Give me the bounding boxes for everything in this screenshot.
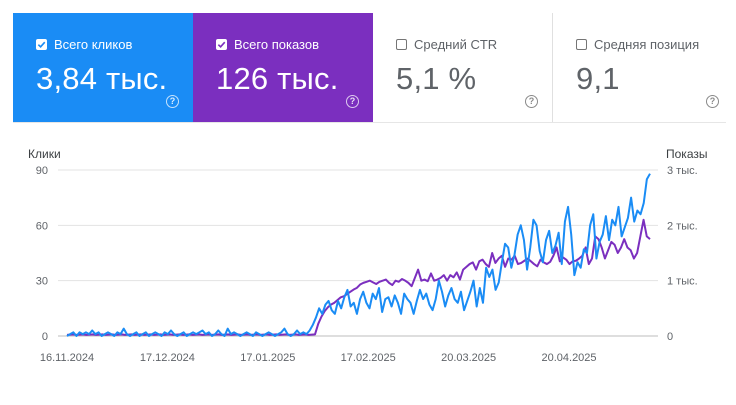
x-tick-label: 17.01.2025 <box>240 352 295 364</box>
help-icon[interactable]: ? <box>166 95 179 108</box>
average-position-label: Средняя позиция <box>594 37 700 52</box>
right-tick-label: 0 <box>667 331 673 343</box>
x-tick-label: 16.11.2024 <box>40 352 94 364</box>
right-axis-ticks: 3 тыс. 2 тыс. 1 тыс. 0 <box>667 165 698 343</box>
total-clicks-card[interactable]: Всего кликов 3,84 тыс. ? <box>13 13 193 122</box>
right-tick-label: 2 тыс. <box>667 220 698 232</box>
right-tick-label: 3 тыс. <box>667 165 698 177</box>
impressions-series-line <box>66 218 651 336</box>
help-icon[interactable]: ? <box>525 95 538 108</box>
total-impressions-label: Всего показов <box>234 37 319 52</box>
metric-cards: Всего кликов 3,84 тыс. ? Всего показов 1… <box>13 13 733 122</box>
checkbox-checked-icon[interactable] <box>36 39 47 50</box>
average-position-card[interactable]: Средняя позиция 9,1 ? <box>553 13 733 122</box>
checkbox-checked-icon[interactable] <box>216 39 227 50</box>
average-ctr-label-row: Средний CTR <box>396 37 497 52</box>
x-axis-ticks: 16.11.2024 17.12.2024 17.01.2025 17.02.2025… <box>40 352 597 364</box>
average-position-label-row: Средняя позиция <box>576 37 699 52</box>
left-tick-label: 30 <box>36 276 48 288</box>
chart-series <box>66 173 651 337</box>
total-impressions-label-row: Всего показов <box>216 37 319 52</box>
left-tick-label: 90 <box>36 165 48 177</box>
average-ctr-label: Средний CTR <box>414 37 498 52</box>
checkbox-unchecked-icon[interactable] <box>576 39 587 50</box>
total-impressions-card[interactable]: Всего показов 126 тыс. ? <box>193 13 373 122</box>
left-axis-ticks: 90 60 30 0 <box>36 165 48 343</box>
help-icon[interactable]: ? <box>346 95 359 108</box>
help-icon[interactable]: ? <box>706 95 719 108</box>
right-tick-label: 1 тыс. <box>667 276 698 288</box>
average-ctr-value: 5,1 % <box>396 61 477 96</box>
x-tick-label: 20.03.2025 <box>441 352 496 364</box>
left-tick-label: 60 <box>36 220 48 232</box>
total-impressions-value: 126 тыс. <box>216 61 339 96</box>
average-position-value: 9,1 <box>576 61 620 96</box>
x-tick-label: 20.04.2025 <box>541 352 596 364</box>
total-clicks-value: 3,84 тыс. <box>36 61 168 96</box>
total-clicks-label-row: Всего кликов <box>36 37 132 52</box>
x-tick-label: 17.12.2024 <box>140 352 195 364</box>
checkbox-unchecked-icon[interactable] <box>396 39 407 50</box>
cards-divider <box>13 122 726 123</box>
total-clicks-label: Всего кликов <box>54 37 133 52</box>
left-axis-title: Клики <box>28 147 61 161</box>
average-ctr-card[interactable]: Средний CTR 5,1 % ? <box>373 13 553 122</box>
chart-gridlines <box>58 169 658 337</box>
left-tick-label: 0 <box>42 331 48 343</box>
clicks-series-line <box>66 173 651 337</box>
right-axis-title: Показы <box>666 147 707 161</box>
x-tick-label: 17.02.2025 <box>341 352 396 364</box>
